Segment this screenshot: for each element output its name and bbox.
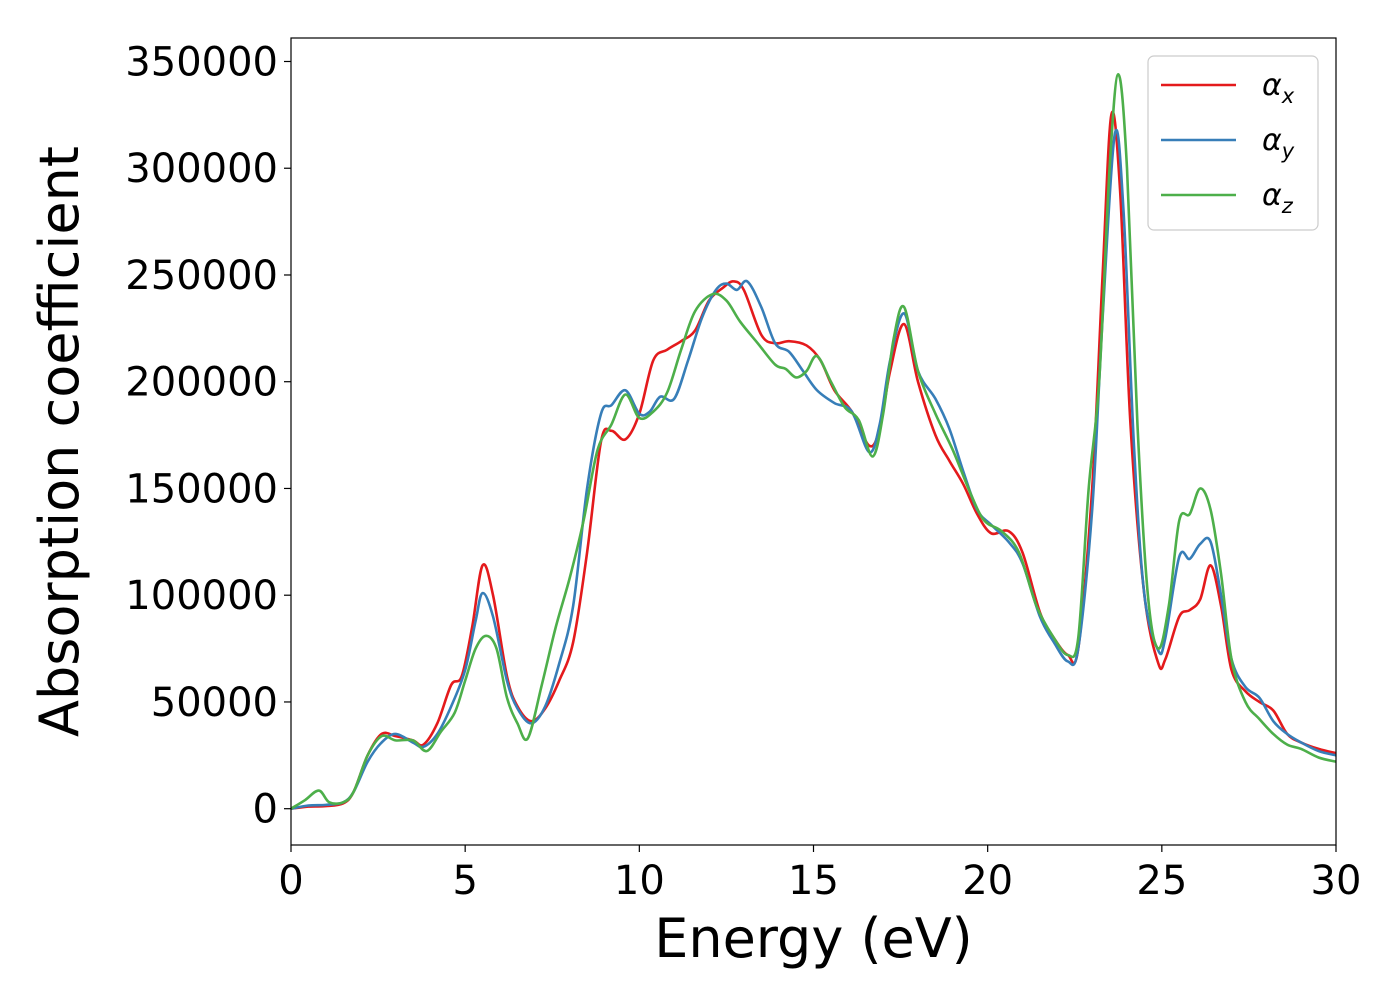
y-tick-label: 200000: [125, 360, 278, 406]
x-axis-label: Energy (eV): [654, 907, 973, 970]
x-tick-label: 0: [278, 858, 303, 904]
y-tick-label: 50000: [151, 680, 278, 726]
legend-box: [1147, 55, 1319, 231]
x-tick-label: 25: [1136, 858, 1187, 904]
legend-subscript: x: [1281, 84, 1295, 108]
y-tick-label: 150000: [125, 466, 278, 512]
y-tick-label: 300000: [125, 146, 278, 192]
y-tick-label: 100000: [125, 573, 278, 619]
series-line-alpha-z: [291, 72, 1336, 811]
y-tick-label: 0: [253, 787, 278, 833]
x-tick-label: 20: [962, 858, 1013, 904]
x-tick-label: 5: [452, 858, 477, 904]
x-tick-label: 10: [614, 858, 665, 904]
legend-subscript: y: [1281, 139, 1295, 163]
series-line-alpha-x: [291, 110, 1336, 811]
x-tick-label: 30: [1311, 858, 1362, 904]
y-tick-label: 250000: [125, 253, 278, 299]
y-axis-label: Absorption coefficient: [28, 146, 91, 737]
series-layer: [291, 72, 1336, 811]
ticks-layer: 0 5 10 15 20 25 30 0 50000 100000 150000 200000 2500…: [125, 39, 1361, 904]
x-tick-label: 15: [788, 858, 839, 904]
legend-subscript: z: [1281, 194, 1294, 218]
series-line-alpha-y: [291, 128, 1336, 811]
y-tick-label: 350000: [125, 39, 278, 85]
